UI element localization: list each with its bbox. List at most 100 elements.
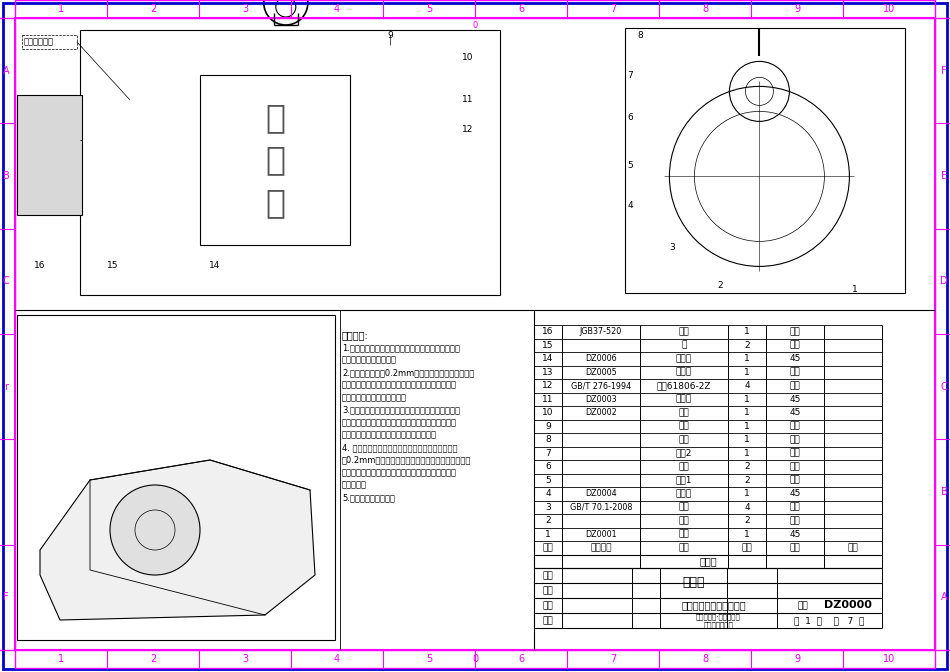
- Text: 上盖: 上盖: [678, 409, 690, 417]
- Text: 1: 1: [744, 422, 750, 431]
- Text: 9: 9: [794, 4, 800, 14]
- Text: 惰轮: 惰轮: [678, 435, 690, 444]
- Text: A: A: [3, 66, 10, 76]
- Text: 45: 45: [789, 409, 801, 417]
- Text: 吊环: 吊环: [678, 422, 690, 431]
- Text: 9: 9: [388, 30, 393, 40]
- Text: 15: 15: [542, 341, 554, 349]
- Text: 2: 2: [744, 462, 750, 471]
- Text: 14: 14: [209, 261, 220, 269]
- Text: 代号: 代号: [798, 601, 808, 610]
- Text: 零件代号: 零件代号: [590, 543, 612, 552]
- Text: 2: 2: [744, 476, 750, 485]
- Text: 辊压成型并切割，要求从压印正方向观察，图案形状: 辊压成型并切割，要求从压印正方向观察，图案形状: [342, 380, 457, 390]
- Text: 校技能大赛·数控多轴加: 校技能大赛·数控多轴加: [696, 613, 741, 620]
- Text: 齿轮: 齿轮: [678, 462, 690, 471]
- Text: 能实现连接与固定，零件外观表面无毛刺。: 能实现连接与固定，零件外观表面无毛刺。: [342, 431, 437, 439]
- Text: 左立板: 左立板: [676, 489, 692, 498]
- Text: B: B: [940, 487, 947, 497]
- Bar: [17, 315, 335, 640]
- Text: 4. 自动压印：启动电机，机构运行平稳，无卡顿，: 4. 自动压印：启动电机，机构运行平稳，无卡顿，: [342, 443, 458, 452]
- Text: 底板: 底板: [678, 530, 690, 539]
- Text: 11: 11: [542, 394, 554, 404]
- Text: 9: 9: [545, 422, 551, 431]
- Text: 右立板: 右立板: [676, 394, 692, 404]
- Text: 5.装配过程注意安全。: 5.装配过程注意安全。: [342, 493, 395, 502]
- Bar: [625, 28, 905, 293]
- Text: 常规: 常规: [789, 435, 800, 444]
- Text: 6: 6: [518, 4, 524, 14]
- Bar: [22, 35, 77, 49]
- Text: 名称: 名称: [678, 543, 690, 552]
- Text: 2: 2: [744, 516, 750, 526]
- Text: 8: 8: [702, 654, 708, 664]
- Text: 7: 7: [627, 71, 633, 79]
- Text: F: F: [3, 592, 9, 602]
- Text: JGB37-520: JGB37-520: [580, 327, 622, 336]
- Text: 1: 1: [744, 354, 750, 364]
- Text: 明细栏: 明细栏: [699, 556, 717, 566]
- Text: 卡簧1: 卡簧1: [675, 476, 693, 485]
- Text: 案: 案: [265, 144, 285, 177]
- Text: 3: 3: [545, 503, 551, 512]
- Text: 10: 10: [542, 409, 554, 417]
- Text: 0: 0: [472, 22, 478, 30]
- Text: 编号: 编号: [542, 571, 553, 580]
- Text: 9: 9: [794, 654, 800, 664]
- Text: 4: 4: [744, 503, 750, 512]
- Text: DZ0000: DZ0000: [824, 601, 871, 610]
- Text: 10: 10: [883, 654, 895, 664]
- Text: DZ0001: DZ0001: [585, 530, 617, 539]
- Text: 3: 3: [242, 654, 248, 664]
- Text: 4: 4: [627, 200, 633, 210]
- Text: 1: 1: [58, 4, 64, 14]
- Bar: [0, 18, 15, 650]
- Text: 4: 4: [334, 654, 340, 664]
- Text: 1: 1: [744, 449, 750, 458]
- Text: 用0.2mm铝箔纸从底板表面送入，辊压成型并切割，: 用0.2mm铝箔纸从底板表面送入，辊压成型并切割，: [342, 456, 471, 464]
- Text: 及位置与图纸展开图案一致。: 及位置与图纸展开图案一致。: [342, 393, 407, 402]
- Text: DZ0003: DZ0003: [585, 394, 617, 404]
- Text: 3: 3: [242, 4, 248, 14]
- Text: 6: 6: [627, 114, 633, 122]
- Text: 15: 15: [107, 261, 119, 269]
- Text: 1: 1: [852, 286, 858, 294]
- Text: 常规: 常规: [789, 503, 800, 512]
- Text: 2: 2: [717, 280, 723, 290]
- Text: 2: 2: [545, 516, 551, 526]
- Bar: [17, 95, 82, 215]
- Text: 备注: 备注: [847, 543, 859, 552]
- Text: 16: 16: [542, 327, 554, 336]
- Text: 4: 4: [545, 489, 551, 498]
- Text: GB/T 276-1994: GB/T 276-1994: [571, 381, 631, 390]
- Text: 主动轮: 主动轮: [676, 368, 692, 377]
- Text: 销钉: 销钉: [678, 516, 690, 526]
- Bar: [200, 75, 350, 245]
- Text: 45: 45: [789, 394, 801, 404]
- Text: 序号: 序号: [542, 543, 553, 552]
- Polygon shape: [40, 460, 315, 620]
- Text: 14: 14: [542, 354, 554, 364]
- Text: 6: 6: [518, 654, 524, 664]
- Text: 7: 7: [545, 449, 551, 458]
- Text: GB/T 70.1-2008: GB/T 70.1-2008: [570, 503, 632, 512]
- Text: 电机: 电机: [678, 327, 690, 336]
- Text: 要求进行创新零件设计并加工，要求结构设计合理，: 要求进行创新零件设计并加工，要求结构设计合理，: [342, 418, 457, 427]
- Text: 1: 1: [744, 435, 750, 444]
- Text: 0: 0: [472, 654, 478, 664]
- Bar: [935, 18, 950, 650]
- Text: C: C: [940, 382, 947, 392]
- Text: 1: 1: [744, 327, 750, 336]
- Text: 10: 10: [883, 4, 895, 14]
- Text: 7: 7: [610, 654, 617, 664]
- Text: 8: 8: [545, 435, 551, 444]
- Text: 5: 5: [426, 4, 432, 14]
- Text: 3.创新设计部分：在指定区域内按照工作任务和装配: 3.创新设计部分：在指定区域内按照工作任务和装配: [342, 405, 460, 415]
- Text: 10: 10: [463, 54, 474, 62]
- Text: 1: 1: [744, 409, 750, 417]
- Text: C: C: [3, 276, 10, 286]
- Text: 13: 13: [542, 368, 554, 377]
- Text: 螺钉: 螺钉: [678, 503, 690, 512]
- Text: 8: 8: [637, 30, 643, 40]
- Text: 常规: 常规: [789, 449, 800, 458]
